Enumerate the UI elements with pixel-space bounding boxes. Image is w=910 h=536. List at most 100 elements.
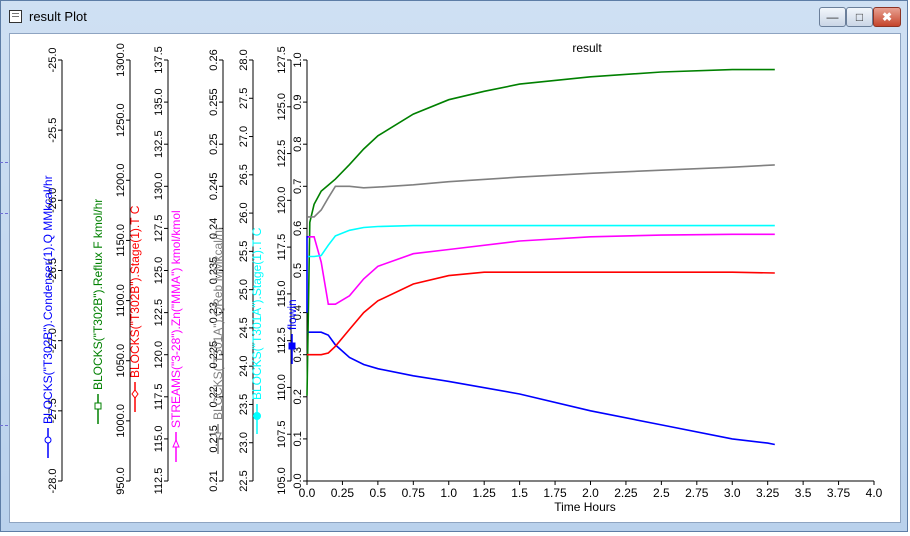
y-tick-label: -27.5 — [47, 398, 59, 423]
y-tick-label: 137.5 — [153, 46, 165, 74]
x-tick-label: 3.25 — [756, 486, 780, 500]
y-tick-label: -26.0 — [47, 188, 59, 213]
y-tick-label: 28.0 — [238, 49, 250, 70]
y-tick-label: 130.0 — [153, 173, 165, 201]
legend-marker — [288, 342, 296, 350]
y-tick-label: 0.6 — [292, 221, 304, 236]
y-tick-label: 125.0 — [153, 257, 165, 285]
guide-line — [0, 425, 8, 426]
y-tick-label: 0.5 — [292, 263, 304, 278]
y-tick-label: 0.23 — [208, 302, 220, 323]
x-tick-label: 1.0 — [440, 486, 457, 500]
minimize-button[interactable]: — — [819, 7, 846, 27]
y-tick-label: 1000.0 — [115, 404, 127, 438]
plot-window-icon[interactable] — [9, 10, 22, 23]
window-title: result Plot — [29, 9, 87, 24]
y-tick-label: 0.25 — [208, 133, 220, 154]
y-tick-label: 24.5 — [238, 317, 250, 338]
y-tick-label: 0.255 — [208, 88, 220, 116]
x-tick-label: 1.25 — [473, 486, 497, 500]
y-axis-title: STREAMS("3-28").Zn("MMA") kmol/kmol — [169, 210, 183, 428]
y-tick-label: 0.0 — [292, 473, 304, 488]
y-tick-label: 120.0 — [276, 187, 288, 215]
x-tick-label: 1.75 — [543, 486, 567, 500]
y-tick-label: 1200.0 — [115, 163, 127, 197]
y-tick-label: 1100.0 — [115, 284, 127, 317]
y-tick-label: 0.8 — [292, 137, 304, 152]
y-tick-label: -25.5 — [47, 118, 59, 143]
y-axis-title: BLOCKS("T302B").Condenser(1).Q MMkcal/hr — [41, 175, 55, 424]
x-tick-label: 0.75 — [402, 486, 426, 500]
series-line — [307, 233, 775, 305]
y-axis-title: flowin — [285, 299, 299, 330]
x-tick-label: 2.5 — [653, 486, 670, 500]
x-tick-label: 2.75 — [685, 486, 709, 500]
y-tick-label: 127.5 — [153, 215, 165, 243]
guide-line — [0, 162, 8, 163]
x-tick-label: 3.0 — [724, 486, 741, 500]
x-tick-label: 0.0 — [299, 486, 316, 500]
x-tick-label: 4.0 — [866, 486, 883, 500]
y-tick-label: 0.235 — [208, 257, 220, 285]
guide-line — [0, 213, 8, 214]
series-line — [307, 224, 775, 258]
y-tick-label: 25.5 — [238, 241, 250, 262]
y-tick-label: 0.215 — [208, 425, 220, 453]
y-tick-label: 27.5 — [238, 88, 250, 109]
y-tick-label: 0.245 — [208, 173, 220, 201]
y-tick-label: 1150.0 — [115, 224, 127, 257]
y-tick-label: 950.0 — [115, 467, 127, 495]
y-tick-label: 26.0 — [238, 202, 250, 223]
y-tick-label: 0.24 — [208, 218, 220, 239]
x-axis-title: Time Hours — [554, 500, 616, 514]
y-tick-label: 117.5 — [276, 234, 288, 261]
y-axis-title: BLOCKS("T301A").Stage(1).T C — [250, 227, 264, 400]
title-bar[interactable]: result Plot — □ ✖ — [1, 1, 907, 33]
y-tick-label: 115.0 — [153, 426, 165, 453]
legend-marker — [94, 402, 102, 410]
y-tick-label: -26.5 — [47, 258, 59, 283]
y-tick-label: 135.0 — [153, 88, 165, 116]
series-line — [306, 68, 775, 396]
y-tick-label: 132.5 — [153, 130, 165, 158]
y-tick-label: 0.1 — [292, 431, 304, 446]
y-axis-title: BLOCKS("T301A").QReb MMkcal/hr — [211, 226, 225, 420]
x-tick-label: 2.0 — [582, 486, 599, 500]
y-tick-label: 0.7 — [292, 179, 304, 194]
x-tick-label: 0.25 — [331, 486, 355, 500]
legend-marker — [214, 432, 222, 442]
close-button[interactable]: ✖ — [873, 7, 901, 27]
result-chart[interactable]: -28.0 -27.5 -27.0 -26.5 -26.0 -25.5 -25.0 BLOCK… — [10, 34, 900, 522]
series-line — [307, 331, 775, 446]
y-tick-label: 0.22 — [208, 386, 220, 407]
x-tick-label: 0.5 — [370, 486, 387, 500]
y-tick-label: 112.5 — [276, 327, 288, 354]
series-line — [307, 164, 775, 218]
y-axis-title: BLOCKS("T302B").Stage(1).T C — [128, 205, 142, 378]
y-tick-label: 125.0 — [276, 93, 288, 121]
maximize-button[interactable]: □ — [846, 7, 873, 27]
series-line — [306, 236, 309, 313]
x-tick-label: 3.75 — [827, 486, 851, 500]
y-tick-label: 23.0 — [238, 432, 250, 453]
y-tick-label: -28.0 — [47, 468, 59, 493]
y-tick-label: 0.21 — [208, 470, 220, 491]
y-tick-label: 25.0 — [238, 279, 250, 300]
y-tick-label: 0.26 — [208, 49, 220, 70]
y-tick-label: 112.5 — [153, 468, 165, 495]
legend-marker — [172, 438, 180, 448]
legend-marker — [44, 436, 52, 444]
legend-marker — [131, 389, 139, 399]
y-tick-label: 115.0 — [276, 281, 288, 308]
y-tick-label: 0.4 — [292, 305, 304, 320]
y-tick-label: 0.9 — [292, 94, 304, 109]
y-tick-label: 22.5 — [238, 470, 250, 491]
x-tick-label: 1.5 — [511, 486, 528, 500]
y-tick-label: 0.225 — [208, 341, 220, 369]
plot-area[interactable]: -28.0 -27.5 -27.0 -26.5 -26.0 -25.5 -25.0 BLOCK… — [9, 33, 901, 523]
y-tick-label: 127.5 — [276, 46, 288, 74]
y-tick-label: 1250.0 — [115, 103, 127, 137]
y-tick-label: 27.0 — [238, 126, 250, 147]
x-tick-label: 2.25 — [614, 486, 638, 500]
